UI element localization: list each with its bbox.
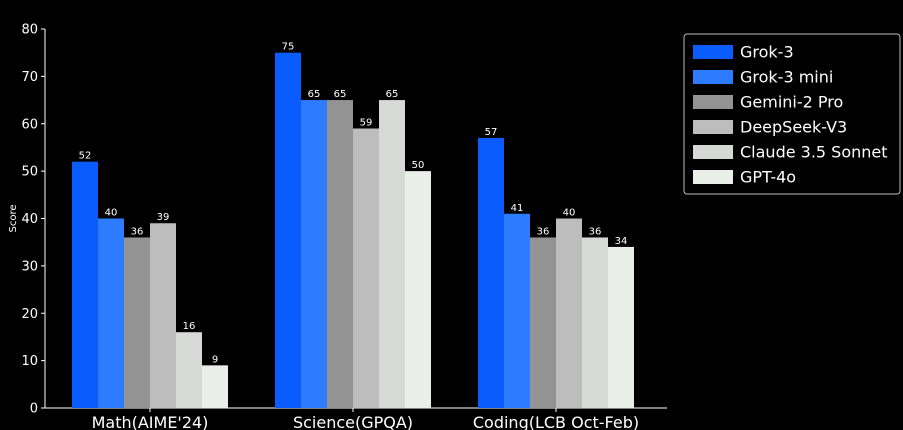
- bar-grok-3-mini-science-gpqa: [301, 100, 327, 408]
- legend-label-gpt-4o: GPT-4o: [740, 168, 796, 187]
- chart-axes: 0 10 20 30 40 50 60 70 80 Score Math(AIME'24) Scien…: [8, 23, 667, 430]
- y-tick-label: 30: [21, 259, 38, 274]
- y-tick-label: 40: [21, 212, 38, 227]
- y-axis-title: Score: [8, 204, 19, 232]
- bar-deepseek-v3-math-aime-24: [150, 223, 176, 408]
- bar-claude-3-5-sonnet-coding-lcb-oct-feb: [582, 237, 608, 408]
- bar-value-label: 65: [386, 89, 399, 100]
- legend: Grok-3 Grok-3 mini Gemini-2 Pro DeepSeek-V3…: [683, 33, 901, 195]
- legend-label-gemini-2-pro: Gemini-2 Pro: [740, 93, 843, 112]
- legend-label-grok-3-mini: Grok-3 mini: [740, 68, 833, 87]
- x-tick-label: Science(GPQA): [293, 413, 413, 430]
- legend-swatch-grok-3: [693, 45, 733, 59]
- bar-grok-3-mini-coding-lcb-oct-feb: [504, 213, 530, 408]
- bar-grok-3-coding-lcb-oct-feb: [478, 137, 504, 408]
- bar-gpt-4o-coding-lcb-oct-feb: [608, 246, 634, 408]
- bar-deepseek-v3-science-gpqa: [353, 128, 379, 409]
- bar-value-label: 40: [563, 208, 576, 219]
- bar-gpt-4o-science-gpqa: [405, 171, 431, 408]
- bar-value-label: 41: [511, 203, 524, 214]
- bar-value-label: 34: [615, 236, 628, 247]
- bar-claude-3-5-sonnet-math-aime-24: [176, 332, 202, 408]
- bar-gemini-2-pro-science-gpqa: [327, 100, 353, 408]
- bar-value-label: 65: [334, 89, 347, 100]
- bar-value-label: 65: [308, 89, 321, 100]
- legend-swatch-grok-3-mini: [693, 70, 733, 84]
- y-tick-label: 70: [21, 70, 38, 85]
- legend-swatch-deepseek-v3: [693, 120, 733, 134]
- bar-value-label: 9: [212, 354, 218, 365]
- bar-value-label: 75: [282, 42, 295, 53]
- bar-deepseek-v3-coding-lcb-oct-feb: [556, 218, 582, 408]
- bar-claude-3-5-sonnet-science-gpqa: [379, 100, 405, 408]
- bar-value-label: 40: [105, 208, 118, 219]
- x-tick-label: Math(AIME'24): [92, 413, 209, 430]
- bar-gemini-2-pro-math-aime-24: [124, 237, 150, 408]
- legend-box: [683, 33, 901, 195]
- bar-value-label: 36: [589, 226, 602, 237]
- bar-value-label: 36: [537, 226, 550, 237]
- legend-swatch-claude-3-5-sonnet: [693, 145, 733, 159]
- bar-series-group: 52 40 36 39 16 9 75 65 65 59 65 50 57 41 36 40 36 34: [72, 42, 634, 409]
- bar-gpt-4o-math-aime-24: [202, 365, 228, 408]
- bar-grok-3-mini-math-aime-24: [98, 218, 124, 408]
- bar-value-label: 16: [183, 321, 196, 332]
- legend-label-claude-3-5-sonnet: Claude 3.5 Sonnet: [740, 143, 888, 162]
- y-tick-label: 10: [21, 354, 38, 369]
- bar-value-label: 59: [360, 117, 373, 128]
- bar-value-label: 52: [79, 151, 92, 162]
- legend-label-grok-3: Grok-3: [740, 43, 794, 62]
- bar-grok-3-math-aime-24: [72, 161, 98, 408]
- y-tick-label: 50: [21, 165, 38, 180]
- bar-grok-3-science-gpqa: [275, 52, 301, 408]
- y-tick-label: 20: [21, 307, 38, 322]
- y-tick-label: 0: [30, 402, 38, 417]
- bar-gemini-2-pro-coding-lcb-oct-feb: [530, 237, 556, 408]
- y-tick-label: 60: [21, 117, 38, 132]
- x-tick-label: Coding(LCB Oct-Feb): [473, 413, 639, 430]
- bar-value-label: 36: [131, 226, 144, 237]
- bar-value-label: 50: [412, 160, 425, 171]
- legend-label-deepseek-v3: DeepSeek-V3: [740, 118, 847, 137]
- bar-value-label: 57: [485, 127, 498, 138]
- y-tick-label: 80: [21, 23, 38, 38]
- legend-swatch-gpt-4o: [693, 170, 733, 184]
- legend-swatch-gemini-2-pro: [693, 95, 733, 109]
- bar-value-label: 39: [157, 212, 170, 223]
